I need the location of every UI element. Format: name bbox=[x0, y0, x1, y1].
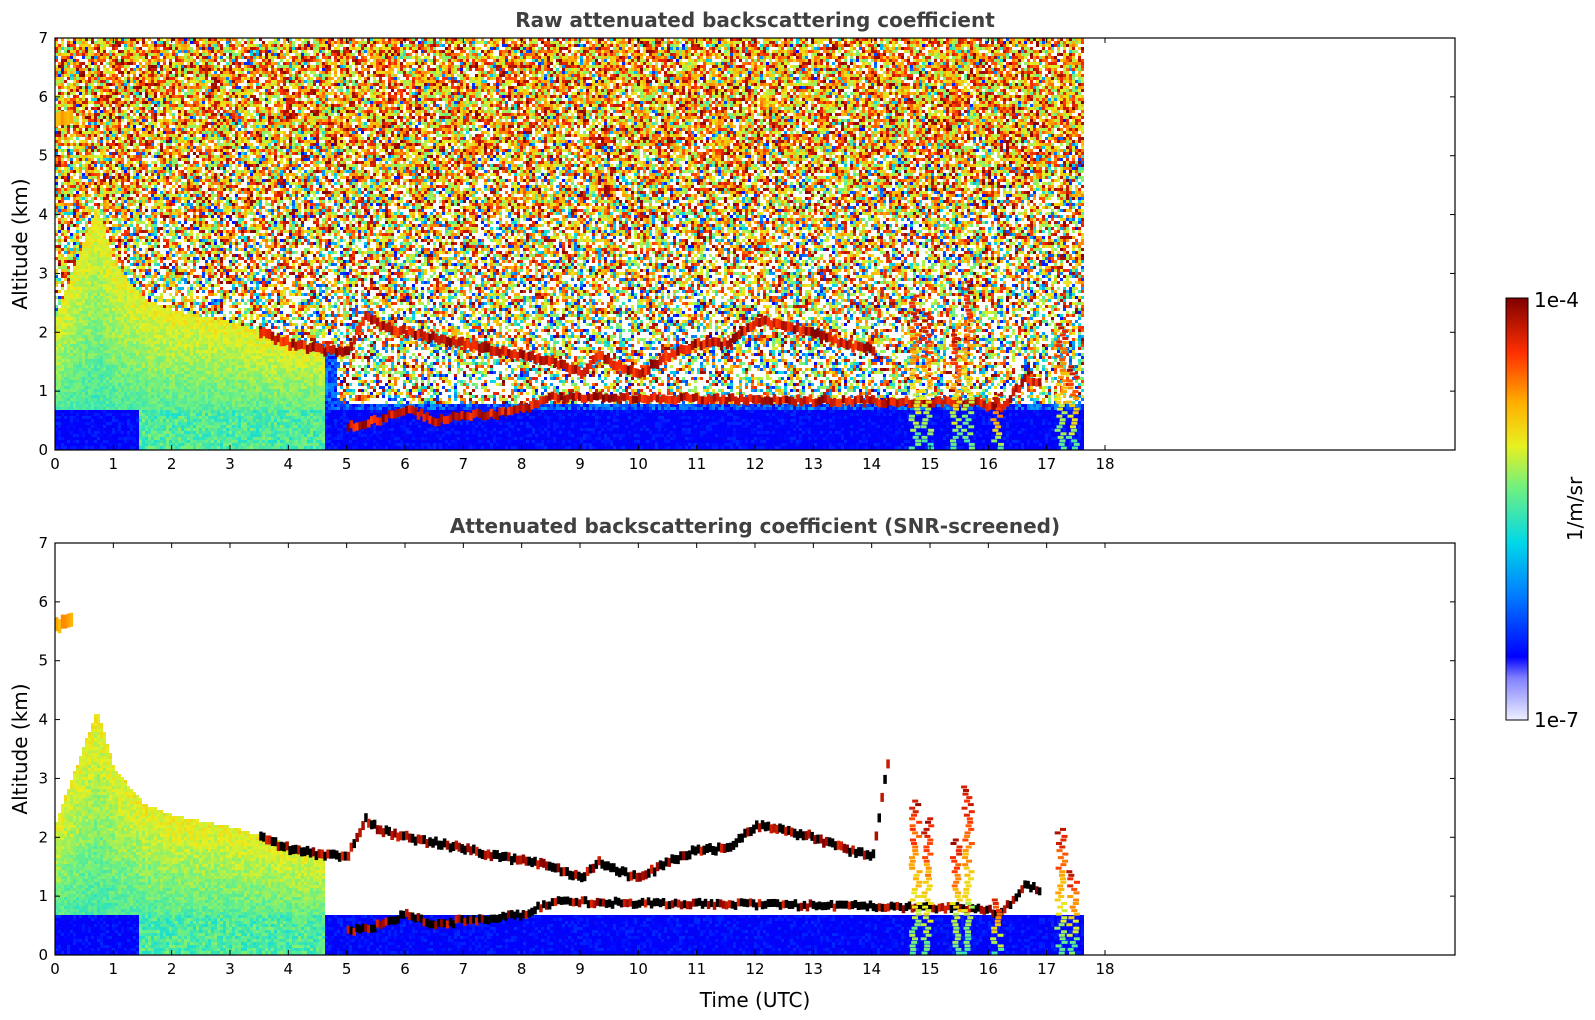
panel-title: Raw attenuated backscattering coefficien… bbox=[515, 8, 995, 32]
x-tick-label: 11 bbox=[687, 455, 706, 473]
y-tick-label: 3 bbox=[38, 769, 48, 787]
x-tick-label: 15 bbox=[920, 960, 939, 978]
colorbar: 1e-4 1e-7 1/m/sr bbox=[1506, 288, 1587, 732]
x-tick-label: 3 bbox=[225, 455, 235, 473]
x-tick-label: 6 bbox=[400, 455, 410, 473]
x-tick-label: 12 bbox=[745, 455, 764, 473]
x-tick-label: 18 bbox=[1095, 455, 1114, 473]
x-tick-label: 7 bbox=[459, 960, 469, 978]
y-tick-label: 6 bbox=[38, 593, 48, 611]
y-tick-label: 2 bbox=[38, 828, 48, 846]
x-tick-label: 0 bbox=[50, 455, 60, 473]
y-tick-label: 7 bbox=[38, 29, 48, 47]
y-tick-label: 1 bbox=[38, 382, 48, 400]
y-tick-label: 7 bbox=[38, 534, 48, 552]
y-tick-label: 6 bbox=[38, 88, 48, 106]
y-tick-label: 1 bbox=[38, 887, 48, 905]
x-tick-label: 8 bbox=[517, 455, 527, 473]
x-tick-label: 3 bbox=[225, 960, 235, 978]
x-tick-label: 1 bbox=[109, 455, 119, 473]
x-tick-label: 2 bbox=[167, 960, 177, 978]
colorbar-min-label: 1e-7 bbox=[1534, 708, 1579, 732]
y-axis-label: Altitude (km) bbox=[8, 683, 32, 814]
x-axis-label: Time (UTC) bbox=[699, 988, 811, 1012]
x-tick-label: 16 bbox=[979, 455, 998, 473]
x-tick-label: 7 bbox=[459, 455, 469, 473]
x-tick-label: 18 bbox=[1095, 960, 1114, 978]
y-tick-label: 5 bbox=[38, 147, 48, 165]
x-tick-label: 17 bbox=[1037, 960, 1056, 978]
x-tick-label: 12 bbox=[745, 960, 764, 978]
x-tick-label: 2 bbox=[167, 455, 177, 473]
raw-backscatter-panel: Raw attenuated backscattering coefficien… bbox=[8, 8, 1455, 473]
x-tick-label: 8 bbox=[517, 960, 527, 978]
x-tick-label: 10 bbox=[629, 960, 648, 978]
x-tick-label: 6 bbox=[400, 960, 410, 978]
y-tick-label: 4 bbox=[38, 206, 48, 224]
x-tick-label: 15 bbox=[920, 455, 939, 473]
heatmap-layer bbox=[55, 38, 1084, 453]
x-tick-label: 10 bbox=[629, 455, 648, 473]
y-tick-label: 2 bbox=[38, 323, 48, 341]
colorbar-unit-label: 1/m/sr bbox=[1563, 476, 1587, 541]
colorbar-max-label: 1e-4 bbox=[1534, 288, 1579, 312]
x-tick-label: 13 bbox=[804, 455, 823, 473]
heatmap-layer bbox=[55, 613, 1084, 958]
x-tick-label: 5 bbox=[342, 960, 352, 978]
y-tick-label: 4 bbox=[38, 711, 48, 729]
x-tick-label: 14 bbox=[862, 455, 881, 473]
x-tick-label: 17 bbox=[1037, 455, 1056, 473]
x-tick-label: 14 bbox=[862, 960, 881, 978]
x-tick-label: 5 bbox=[342, 455, 352, 473]
x-tick-label: 11 bbox=[687, 960, 706, 978]
x-tick-label: 4 bbox=[284, 960, 294, 978]
y-tick-label: 3 bbox=[38, 264, 48, 282]
panel-title: Attenuated backscattering coefficient (S… bbox=[450, 514, 1060, 538]
y-tick-label: 5 bbox=[38, 652, 48, 670]
screened-backscatter-panel: Attenuated backscattering coefficient (S… bbox=[8, 514, 1455, 1012]
x-tick-label: 1 bbox=[109, 960, 119, 978]
x-tick-label: 4 bbox=[284, 455, 294, 473]
x-tick-label: 9 bbox=[575, 960, 585, 978]
y-axis-label: Altitude (km) bbox=[8, 178, 32, 309]
y-tick-label: 0 bbox=[38, 946, 48, 964]
colorbar-gradient bbox=[1506, 298, 1528, 720]
x-tick-label: 9 bbox=[575, 455, 585, 473]
x-tick-label: 13 bbox=[804, 960, 823, 978]
x-tick-label: 16 bbox=[979, 960, 998, 978]
x-tick-label: 0 bbox=[50, 960, 60, 978]
y-tick-label: 0 bbox=[38, 441, 48, 459]
